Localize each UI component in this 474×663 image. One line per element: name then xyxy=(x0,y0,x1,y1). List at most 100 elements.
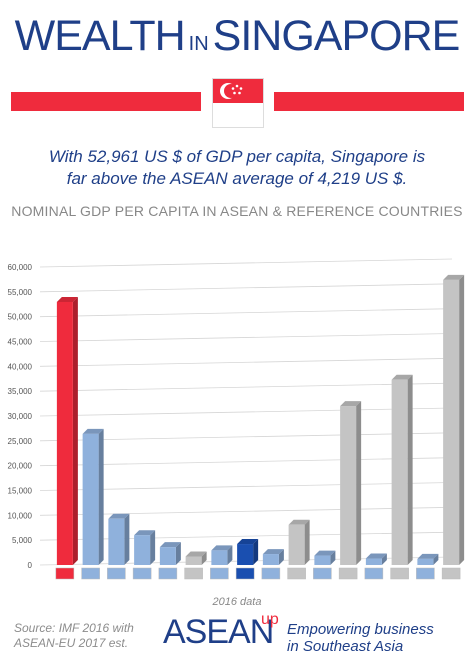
data-year-note: 2016 data xyxy=(212,596,262,608)
brand-logo-up: up xyxy=(261,611,279,628)
bar-top xyxy=(134,530,156,536)
bar-side xyxy=(150,530,156,565)
laos-flag-icon xyxy=(313,567,332,580)
brand-tagline: Empowering business in Southeast Asia xyxy=(287,621,434,655)
gdp-bar-chart: 0 5,000 10,000 15,000 20,000 25,000 30,000 35,0… xyxy=(8,258,465,580)
bar xyxy=(82,433,99,565)
gridline xyxy=(39,258,453,268)
bar xyxy=(365,558,382,565)
bar-side xyxy=(304,519,310,565)
subtitle-line-1: With 52,961 US $ of GDP per capita, Sing… xyxy=(48,147,426,166)
thailand-flag-icon xyxy=(132,567,152,580)
bar xyxy=(185,556,202,565)
y-tick-label: 60,000 xyxy=(8,263,33,272)
y-tick-label: 30,000 xyxy=(8,412,33,421)
bar-side xyxy=(72,296,78,565)
bar xyxy=(159,547,176,565)
bar xyxy=(211,550,228,565)
bar-side xyxy=(175,542,181,565)
bar-side xyxy=(98,428,104,565)
bar-top xyxy=(108,513,130,519)
usa-flag-icon xyxy=(441,567,461,580)
bar xyxy=(288,524,305,565)
bar xyxy=(108,518,125,565)
bar-side xyxy=(278,549,284,565)
red-band-right xyxy=(274,92,464,111)
brunei-flag-icon xyxy=(81,567,100,580)
bar-side xyxy=(124,513,130,565)
bar-top xyxy=(56,296,78,302)
bar-top xyxy=(340,401,362,407)
asean-emblem-icon xyxy=(235,567,255,580)
y-tick-label: 45,000 xyxy=(8,338,33,347)
bar-side xyxy=(459,274,465,565)
vietnam-flag-icon xyxy=(261,567,281,580)
bar xyxy=(443,279,460,565)
gridline xyxy=(39,407,453,417)
bar xyxy=(134,535,151,565)
philippines-flag-icon xyxy=(210,567,229,580)
bar-side xyxy=(253,539,259,565)
bar-side xyxy=(227,545,233,565)
bar xyxy=(262,554,279,565)
bar-top xyxy=(443,274,465,280)
gridline xyxy=(39,457,453,467)
title-singapore: SINGAPORE xyxy=(212,12,461,60)
source-note: Source: IMF 2016 with ASEAN-EU 2017 est. xyxy=(14,621,134,651)
cambodia-flag-icon xyxy=(416,567,435,580)
y-tick-label: 5,000 xyxy=(12,536,33,545)
eu-flag-icon xyxy=(338,567,358,580)
page-title: WEALTH INSINGAPORE xyxy=(0,12,474,61)
y-tick-label: 20,000 xyxy=(8,462,33,471)
chart-title: NOMINAL GDP PER CAPITA IN ASEAN & REFERE… xyxy=(11,203,463,219)
subtitle: With 52,961 US $ of GDP per capita, Sing… xyxy=(0,146,474,190)
bar-top xyxy=(237,539,259,545)
gridline xyxy=(39,506,453,516)
india-flag-icon xyxy=(184,567,203,580)
tagline-line-1: Empowering business xyxy=(287,621,434,638)
tagline-line-2: in Southeast Asia xyxy=(287,638,404,655)
gridline xyxy=(39,382,453,392)
bar-top xyxy=(391,374,413,380)
bar-top xyxy=(159,542,181,548)
gridline xyxy=(39,333,453,342)
bar-side xyxy=(330,550,336,565)
y-tick-label: 55,000 xyxy=(8,288,33,297)
myanmar-flag-icon xyxy=(364,567,384,580)
japan-flag-icon xyxy=(390,567,409,580)
source-line-2: ASEAN-EU 2017 est. xyxy=(14,636,129,650)
singapore-flag-icon xyxy=(212,78,264,128)
bar xyxy=(417,558,434,565)
bar xyxy=(314,555,331,565)
bar xyxy=(340,406,357,565)
bar-side xyxy=(433,553,439,565)
y-tick-label: 50,000 xyxy=(8,313,33,322)
title-in: IN xyxy=(188,33,209,55)
brand-logo: ASEAN xyxy=(163,613,274,651)
gridline xyxy=(39,432,453,442)
y-tick-label: 40,000 xyxy=(8,362,33,371)
source-line-1: Source: IMF 2016 with xyxy=(14,621,134,635)
y-tick-label: 35,000 xyxy=(8,387,33,396)
gridline xyxy=(39,308,453,318)
bar-side xyxy=(381,553,387,565)
china-flag-icon xyxy=(287,567,306,580)
bar-top xyxy=(185,551,207,557)
singapore-flag-icon xyxy=(55,567,75,580)
bar-top xyxy=(211,545,233,551)
y-tick-label: 25,000 xyxy=(8,437,33,446)
bar xyxy=(56,301,73,565)
bar-side xyxy=(201,551,207,565)
bar-top xyxy=(417,553,439,559)
bar-top xyxy=(262,549,284,555)
bar-top xyxy=(288,519,310,525)
bar-side xyxy=(356,401,362,565)
bar xyxy=(391,379,408,565)
bar xyxy=(237,544,254,565)
subtitle-line-2: far above the ASEAN average of 4,219 US … xyxy=(66,169,408,188)
bar-side xyxy=(407,374,413,565)
gridline xyxy=(39,357,453,367)
bar-top xyxy=(314,550,336,556)
y-tick-label: 10,000 xyxy=(8,511,33,520)
bar-top xyxy=(82,428,104,434)
